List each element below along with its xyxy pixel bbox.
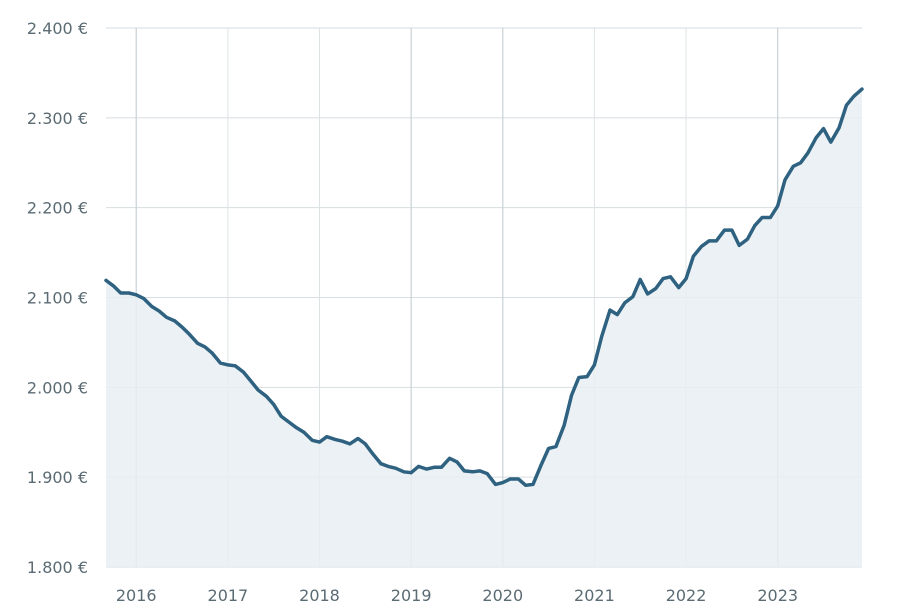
y-axis-labels: 1.800 € 1.900 € 2.000 € 2.100 € 2.200 € 2.300… xyxy=(27,19,88,577)
y-tick-label: 2.000 € xyxy=(27,378,88,397)
y-tick-label: 1.900 € xyxy=(27,468,88,487)
x-tick-label: 2020 xyxy=(482,586,523,605)
x-tick-label: 2022 xyxy=(666,586,707,605)
x-axis-labels: 2016 2017 2018 2019 2020 2021 2022 2023 xyxy=(116,586,798,605)
y-tick-label: 2.300 € xyxy=(27,109,88,128)
x-tick-label: 2023 xyxy=(757,586,798,605)
y-tick-label: 1.800 € xyxy=(27,558,88,577)
x-tick-label: 2017 xyxy=(208,586,249,605)
x-tick-label: 2016 xyxy=(116,586,157,605)
series-line xyxy=(104,87,864,488)
y-tick-label: 2.400 € xyxy=(27,19,88,38)
x-tick-label: 2021 xyxy=(574,586,615,605)
x-tick-label: 2018 xyxy=(299,586,340,605)
y-tick-label: 2.200 € xyxy=(27,199,88,218)
series-area xyxy=(106,89,862,567)
x-tick-label: 2019 xyxy=(391,586,432,605)
y-tick-label: 2.100 € xyxy=(27,289,88,308)
